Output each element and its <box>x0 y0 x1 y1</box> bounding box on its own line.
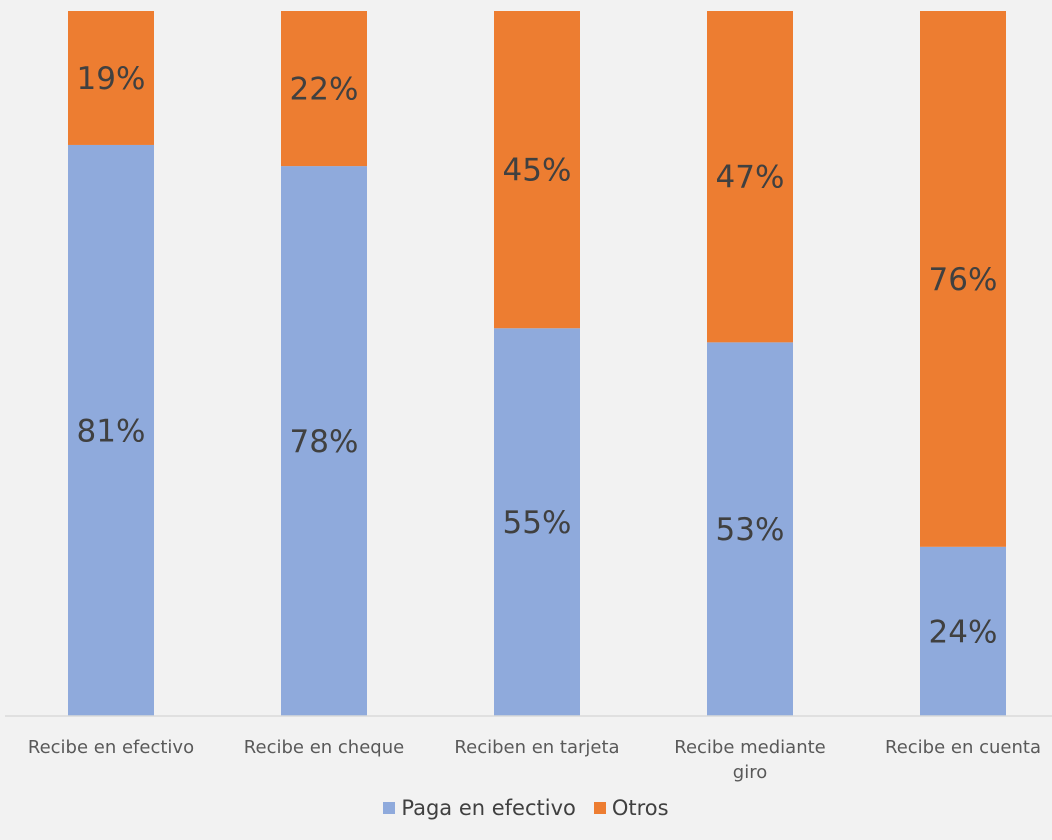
bar-otros-4 <box>707 11 793 343</box>
legend-label-otros: Otros <box>611 796 669 820</box>
x-tick-label-5: Recibe en cuenta <box>885 737 1041 758</box>
data-label-otros-5: 76% <box>929 262 998 298</box>
x-tick-label-3: Reciben en tarjeta <box>454 737 619 758</box>
data-label-paga-en-efectivo-1: 81% <box>77 413 146 449</box>
bar-paga-en-efectivo-5 <box>920 546 1006 716</box>
bar-paga-en-efectivo-1 <box>68 144 154 716</box>
data-label-paga-en-efectivo-3: 55% <box>503 505 572 541</box>
bar-otros-2 <box>281 11 367 167</box>
data-label-otros-3: 45% <box>503 153 572 189</box>
data-label-otros-1: 19% <box>77 61 146 97</box>
data-label-paga-en-efectivo-5: 24% <box>929 614 998 650</box>
legend-item-paga-en-efectivo: Paga en efectivo <box>383 796 576 820</box>
legend: Paga en efectivo Otros <box>0 796 1052 820</box>
bar-paga-en-efectivo-2 <box>281 166 367 717</box>
legend-label-paga-en-efectivo: Paga en efectivo <box>401 796 576 820</box>
bar-otros-1 <box>68 11 154 145</box>
data-label-paga-en-efectivo-2: 78% <box>290 424 359 460</box>
x-tick-label-2: Recibe en cheque <box>244 737 404 758</box>
bar-paga-en-efectivo-4 <box>707 342 793 716</box>
bar-otros-3 <box>494 11 580 329</box>
x-tick-label-4-line-2: giro <box>733 762 767 783</box>
legend-swatch-paga-en-efectivo <box>383 802 396 814</box>
data-label-otros-2: 22% <box>290 72 359 108</box>
x-tick-label-4: Recibe mediante <box>674 737 826 758</box>
bars-layer <box>68 11 1006 717</box>
x-tick-labels: Recibe en efectivo Recibe en cheque Recibe… <box>28 737 1041 783</box>
bar-paga-en-efectivo-3 <box>494 328 580 716</box>
legend-swatch-otros <box>593 802 606 814</box>
x-tick-label-1: Recibe en efectivo <box>28 737 194 758</box>
data-label-paga-en-efectivo-4: 53% <box>716 512 785 548</box>
legend-item-otros: Otros <box>593 796 669 820</box>
data-label-otros-4: 47% <box>716 160 785 196</box>
bar-otros-5 <box>920 11 1006 547</box>
data-labels-layer: 81% 19% 78% 22% 55% 45% 53% 47% 24% 76% <box>77 61 998 650</box>
